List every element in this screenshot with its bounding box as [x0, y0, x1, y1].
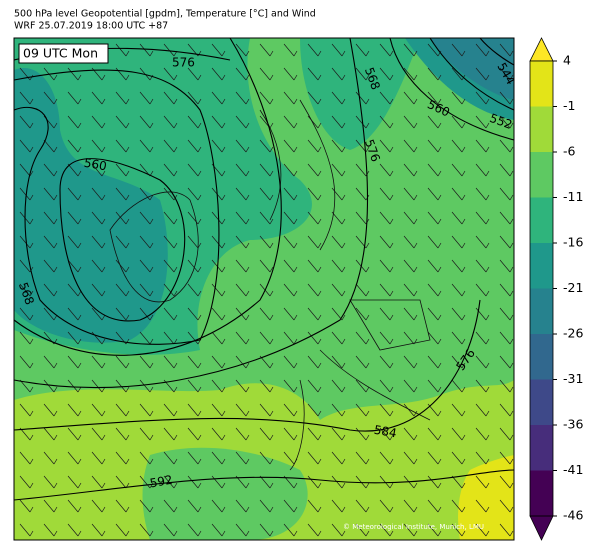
colorbar-tick-label: -1	[563, 98, 575, 113]
map: 576 568 544 560 552 560 568 576 584 592 …	[14, 38, 514, 540]
colorbar-tick-label: -21	[563, 280, 583, 295]
colorbar-tick-label: -6	[563, 144, 576, 159]
subtitle: WRF 25.07.2019 18:00 UTC +87	[14, 21, 168, 32]
time-box	[18, 43, 109, 64]
colorbar-extend	[529, 37, 554, 62]
colorbar-tick-label: -46	[563, 508, 583, 523]
time-label: 09 UTC Mon	[23, 46, 98, 61]
colorbar-band	[530, 243, 553, 289]
colorbar-tick-label: 4	[563, 53, 571, 68]
colorbar-band	[530, 152, 553, 198]
contour-label: 560	[83, 156, 108, 174]
colorbar-tick-label: -11	[563, 189, 583, 204]
contour-label: 584	[373, 423, 398, 441]
colorbar-band	[530, 106, 553, 153]
colorbar-tick-label: -36	[563, 417, 583, 432]
colorbar-tick-label: -26	[563, 326, 583, 341]
title: 500 hPa level Geopotential [gpdm], Tempe…	[14, 9, 316, 20]
colorbar-band	[530, 379, 553, 426]
colorbar-band	[530, 197, 553, 244]
colorbar-band	[530, 288, 553, 335]
colorbar-tick-label: -31	[563, 371, 583, 386]
colorbar: 4 -1 -6 -11 -16 -21 -26 -31 -36 -41 -46	[529, 37, 583, 541]
map-frame	[13, 37, 515, 541]
contour-label: 592	[149, 473, 174, 491]
colorbar-band	[530, 334, 553, 380]
credit: © Meteorological Institute, Munich, LMU	[343, 523, 484, 531]
colorbar-extend	[529, 515, 554, 541]
colorbar-tick-label: -41	[563, 462, 583, 477]
colorbar-band	[530, 470, 553, 517]
contour-label: 576	[172, 56, 195, 70]
colorbar-band	[530, 61, 553, 107]
colorbar-band	[530, 425, 553, 471]
colorbar-tick-label: -16	[563, 235, 583, 250]
